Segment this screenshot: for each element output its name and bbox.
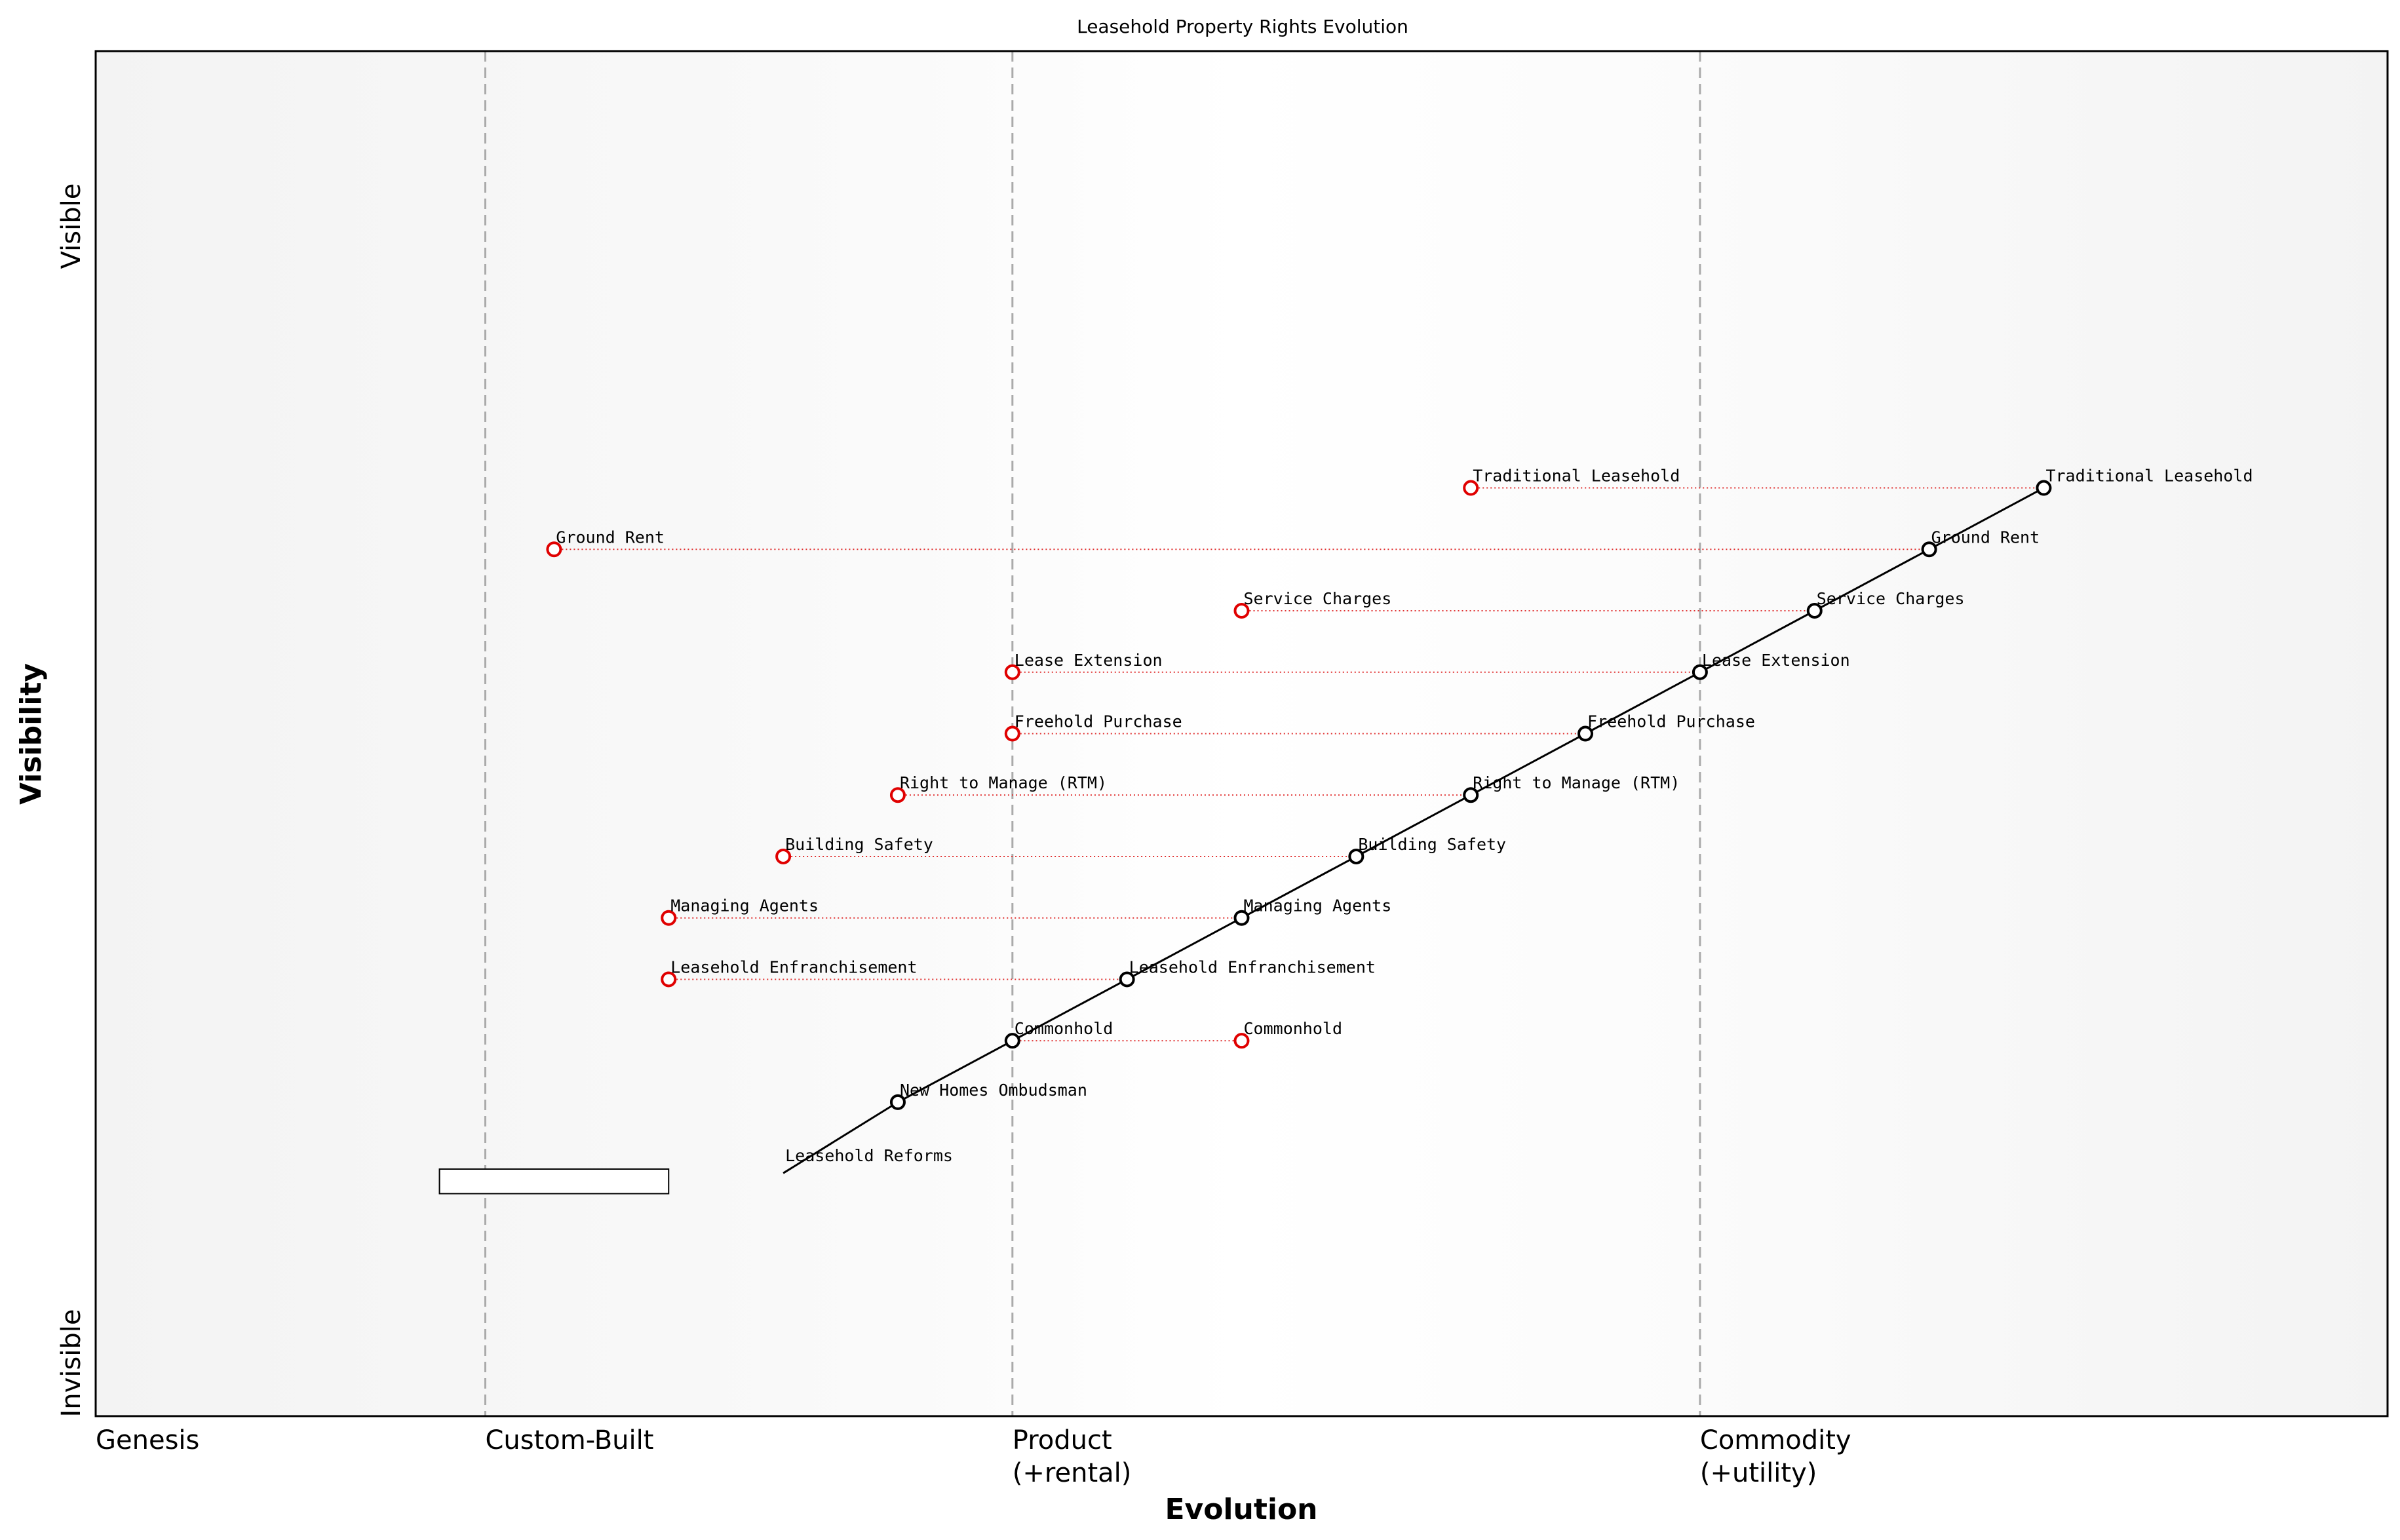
plot-frame: [94, 50, 2389, 1417]
component-label: Leasehold Reforms: [785, 1146, 953, 1165]
component-node: [2036, 480, 2052, 496]
component-node: [889, 1094, 906, 1110]
evolution-stage-labels: Genesis Custom-Built Product (+rental) Commo…: [96, 1425, 1851, 1488]
future-component-label: Service Charges: [1244, 589, 1392, 608]
future-component-label: Right to Manage (RTM): [900, 773, 1107, 792]
component-label: Service Charges: [1817, 589, 1965, 608]
stage-label: Commodity (+utility): [1700, 1425, 1851, 1488]
stage-label: Product (+rental): [1013, 1425, 1132, 1488]
component-node: [1921, 541, 1937, 558]
future-component-node: [1004, 725, 1020, 742]
component-label: Building Safety: [1358, 835, 1506, 854]
component-label: Traditional Leasehold: [2045, 467, 2253, 486]
component-label: Leasehold Enfranchisement: [1129, 957, 1376, 976]
component-node: [1233, 910, 1250, 926]
future-component-node: [1233, 1033, 1250, 1049]
component-label: Right to Manage (RTM): [1473, 773, 1680, 792]
component-node: [1004, 1033, 1020, 1049]
annotation-box: [438, 1168, 670, 1195]
component-label: New Homes Ombudsman: [900, 1081, 1087, 1100]
future-component-node: [1004, 664, 1020, 680]
value-chain-line: [783, 487, 2045, 1174]
component-label: Ground Rent: [1931, 528, 2040, 547]
component-label: Managing Agents: [1244, 896, 1392, 915]
chart-title: Leasehold Property Rights Evolution: [1077, 16, 1408, 37]
future-component-label: Leasehold Enfranchisement: [670, 957, 917, 976]
stage-label: Custom-Built: [485, 1425, 653, 1455]
future-component-label: Freehold Purchase: [1015, 712, 1182, 731]
future-component-label: Ground Rent: [556, 528, 665, 547]
component-label: Commonhold: [1015, 1019, 1113, 1038]
visibility-top-label: Visible: [56, 183, 87, 269]
future-component-node: [661, 910, 677, 926]
component-label: Lease Extension: [1702, 651, 1850, 670]
future-component-label: Commonhold: [1244, 1019, 1343, 1038]
component-node: [1577, 725, 1594, 742]
future-component-node: [546, 541, 562, 558]
future-component-label: Lease Extension: [1015, 651, 1163, 670]
component-node: [1348, 848, 1365, 864]
component-node: [1692, 664, 1708, 680]
component-node: [1463, 787, 1479, 803]
x-axis-title: Evolution: [1165, 1493, 1317, 1526]
future-component-node: [889, 787, 906, 803]
future-component-node: [1463, 480, 1479, 496]
future-component-node: [775, 848, 792, 864]
future-component-label: Traditional Leasehold: [1473, 467, 1680, 486]
component-node: [1806, 603, 1823, 619]
component-nodes: [546, 480, 2052, 1110]
future-component-node: [1233, 603, 1250, 619]
value-chain: [783, 487, 2045, 1174]
future-component-label: Managing Agents: [670, 896, 819, 915]
component-node: [1119, 971, 1135, 988]
annotation-layer: [438, 1168, 670, 1195]
future-component-label: Building Safety: [785, 835, 933, 854]
evolution-links: [554, 487, 2044, 1042]
component-labels: Traditional Leasehold Traditional Leaseho…: [556, 467, 2253, 1166]
future-component-node: [661, 971, 677, 988]
y-axis-title: Visibility: [14, 663, 48, 805]
stage-label: Genesis: [96, 1425, 199, 1455]
visibility-bottom-label: Invisible: [56, 1309, 87, 1417]
component-label: Freehold Purchase: [1587, 712, 1755, 731]
